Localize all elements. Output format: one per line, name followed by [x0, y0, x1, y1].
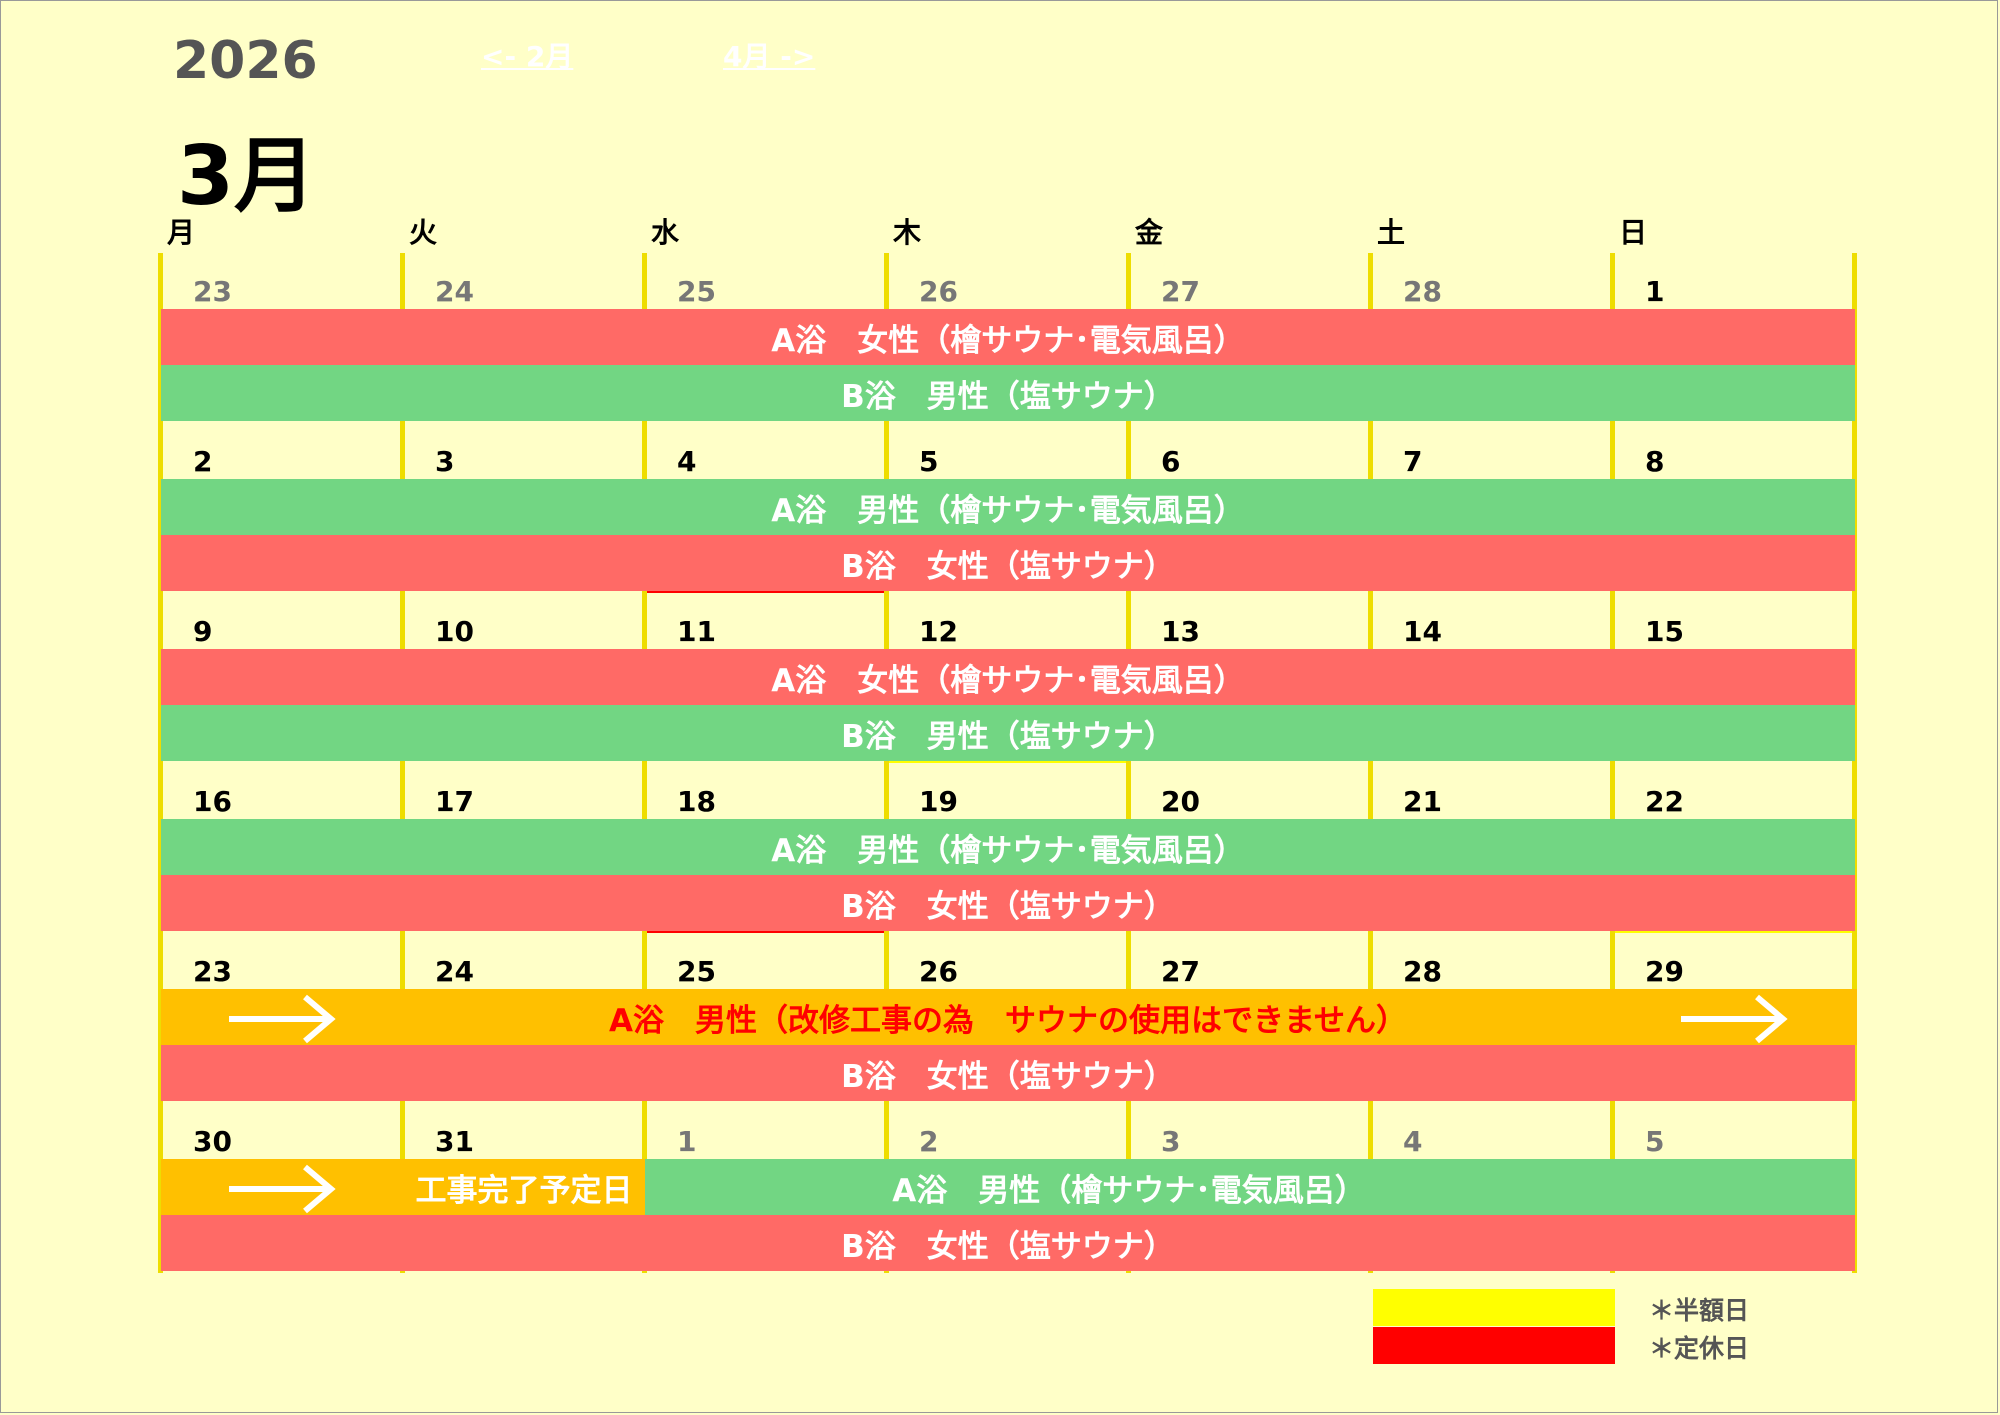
weekday-thu: 木 [893, 216, 922, 249]
date-sat-week4[interactable]: 21 [1403, 785, 1442, 818]
bath-b-band: B浴 女性（塩サウナ） [841, 888, 1175, 925]
date-sun-week6[interactable]: 5 [1645, 1125, 1665, 1158]
column-divider [642, 253, 647, 1273]
column-divider [158, 253, 163, 1273]
column-divider [884, 253, 889, 1273]
bath-a-band: A浴 男性（檜サウナ･電気風呂） [892, 1172, 1366, 1209]
right-arrow-icon [229, 1164, 336, 1214]
month-title: 3月 [177, 129, 317, 224]
bath-a-band-fill [161, 309, 1855, 365]
bath-b-band-fill [161, 535, 1855, 591]
date-fri-week6[interactable]: 3 [1161, 1125, 1181, 1158]
prev-month-link[interactable]: <- 2月 [481, 40, 574, 73]
bath-b-band-fill [161, 875, 1855, 931]
date-sun-week3[interactable]: 15 [1645, 615, 1684, 648]
weekday-mon: 月 [167, 216, 196, 249]
date-thu-week6[interactable]: 2 [919, 1125, 939, 1158]
column-divider [1610, 253, 1615, 1273]
legend-closed-label: ＊定休日 [1649, 1334, 1750, 1363]
date-tue-week2[interactable]: 3 [435, 445, 455, 478]
right-arrow-icon [229, 994, 336, 1044]
year-label: 2026 [173, 31, 318, 91]
bath-a-band-fill [161, 479, 1855, 535]
date-mon-week2[interactable]: 2 [193, 445, 213, 478]
bath-b-band-fill [161, 1045, 1855, 1101]
date-sat-week1[interactable]: 28 [1403, 275, 1442, 308]
bath-a-band-fill [161, 819, 1855, 875]
date-thu-week1[interactable]: 26 [919, 275, 958, 308]
bath-b-band: B浴 男性（塩サウナ） [841, 718, 1175, 755]
date-sun-week5[interactable]: 29 [1645, 955, 1684, 988]
bath-a-band: A浴 男性（檜サウナ･電気風呂） [771, 832, 1245, 869]
column-divider [400, 253, 405, 1273]
construction-end-label: 工事完了予定日 [415, 1172, 633, 1209]
date-wed-week3[interactable]: 11 [677, 615, 716, 648]
date-mon-week6[interactable]: 30 [193, 1125, 232, 1158]
column-divider [1126, 253, 1131, 1273]
date-tue-week5[interactable]: 24 [435, 955, 474, 988]
weekday-wed: 水 [651, 216, 680, 249]
date-fri-week5[interactable]: 27 [1161, 955, 1200, 988]
bath-a-renovation-band: A浴 男性（改修工事の為 サウナの使用はできません） [608, 1002, 1408, 1039]
bath-a-band-fill [645, 1159, 1855, 1215]
column-divider [1368, 253, 1373, 1273]
bath-a-band: A浴 女性（檜サウナ･電気風呂） [771, 322, 1245, 359]
weekday-sun: 日 [1619, 216, 1648, 249]
date-wed-week5[interactable]: 25 [677, 955, 716, 988]
date-tue-week6[interactable]: 31 [435, 1125, 474, 1158]
date-fri-week1[interactable]: 27 [1161, 275, 1200, 308]
date-mon-week3[interactable]: 9 [193, 615, 213, 648]
date-fri-week4[interactable]: 20 [1161, 785, 1200, 818]
bath-b-band-fill [161, 1215, 1855, 1271]
date-fri-week3[interactable]: 13 [1161, 615, 1200, 648]
date-mon-week4[interactable]: 16 [193, 785, 232, 818]
date-wed-week6[interactable]: 1 [677, 1125, 697, 1158]
date-mon-week1[interactable]: 23 [193, 275, 232, 308]
bath-b-band-fill [161, 705, 1855, 761]
next-month-link[interactable]: 4月 -> [723, 40, 816, 73]
date-sat-week6[interactable]: 4 [1403, 1125, 1423, 1158]
bath-a-band: A浴 男性（檜サウナ･電気風呂） [771, 492, 1245, 529]
date-wed-week4[interactable]: 18 [677, 785, 716, 818]
date-thu-week5[interactable]: 26 [919, 955, 958, 988]
weekday-sat: 土 [1377, 216, 1406, 249]
bath-b-band: B浴 女性（塩サウナ） [841, 1228, 1175, 1265]
bath-a-band: A浴 女性（檜サウナ･電気風呂） [771, 662, 1245, 699]
date-mon-week5[interactable]: 23 [193, 955, 232, 988]
date-tue-week4[interactable]: 17 [435, 785, 474, 818]
date-sun-week2[interactable]: 8 [1645, 445, 1665, 478]
renovation-band-left-fill [161, 989, 1857, 1045]
bath-b-band: B浴 男性（塩サウナ） [841, 378, 1175, 415]
column-divider [1852, 253, 1857, 1273]
date-tue-week3[interactable]: 10 [435, 615, 474, 648]
weekday-tue: 火 [409, 216, 438, 249]
bath-b-band-fill [161, 365, 1855, 421]
bath-b-band: B浴 女性（塩サウナ） [841, 548, 1175, 585]
weekday-fri: 金 [1135, 216, 1164, 249]
date-fri-week2[interactable]: 6 [1161, 445, 1181, 478]
date-wed-week1[interactable]: 25 [677, 275, 716, 308]
bath-b-band: B浴 女性（塩サウナ） [841, 1058, 1175, 1095]
date-thu-week3[interactable]: 12 [919, 615, 958, 648]
date-tue-week1[interactable]: 24 [435, 275, 474, 308]
legend-half-price-label: ＊半額日 [1649, 1296, 1750, 1325]
right-arrow-icon [1681, 994, 1788, 1044]
date-thu-week2[interactable]: 5 [919, 445, 939, 478]
date-sat-week5[interactable]: 28 [1403, 955, 1442, 988]
date-thu-week4[interactable]: 19 [919, 785, 958, 818]
date-wed-week2[interactable]: 4 [677, 445, 697, 478]
date-sat-week2[interactable]: 7 [1403, 445, 1423, 478]
legend-half-price-swatch [1373, 1289, 1615, 1326]
date-sat-week3[interactable]: 14 [1403, 615, 1442, 648]
date-sun-week1[interactable]: 1 [1645, 275, 1665, 308]
bath-a-band-fill [161, 649, 1855, 705]
legend-closed-swatch [1373, 1327, 1615, 1364]
date-sun-week4[interactable]: 22 [1645, 785, 1684, 818]
